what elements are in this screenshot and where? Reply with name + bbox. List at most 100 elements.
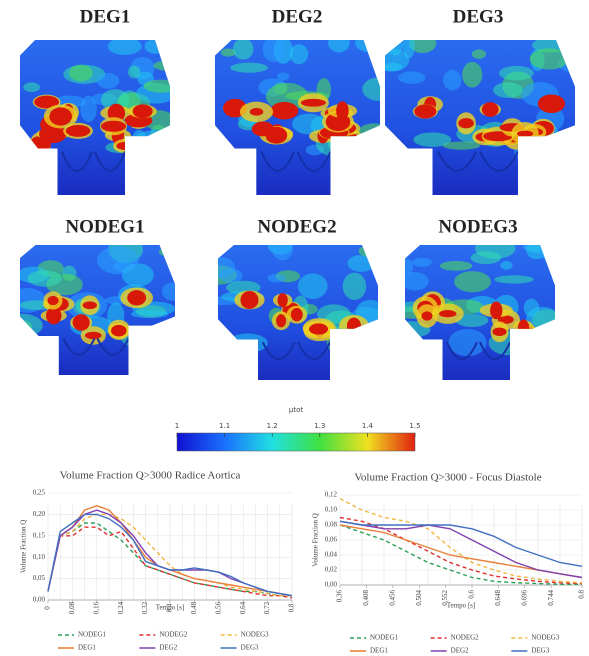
hot-spot: [276, 314, 286, 327]
field-blob: [277, 72, 289, 80]
field-blob: [216, 335, 231, 345]
y-axis-title: Volume Fraction Q: [312, 513, 320, 567]
x-tick-label: 0,744: [547, 590, 555, 606]
x-tick-label: 0,456: [388, 590, 396, 606]
hot-spot: [421, 311, 432, 320]
field-blob: [500, 261, 512, 270]
hot-spot: [66, 125, 91, 137]
field-blob: [357, 123, 390, 142]
colorbar-tick-label: 1.2: [267, 422, 278, 430]
x-axis-title: Tempo [s]: [156, 604, 184, 612]
colorbar-tick-label: 1.3: [314, 422, 325, 430]
legend-label: NODEG2: [451, 634, 479, 642]
hot-spot: [133, 104, 153, 118]
hot-spot: [144, 138, 159, 154]
y-tick-label: 0,05: [33, 574, 46, 582]
x-tick-label: 0,64: [239, 601, 247, 614]
field-blob: [470, 251, 501, 264]
field-blob: [530, 48, 569, 69]
field-blob: [514, 142, 549, 162]
panel-title: DEG1: [80, 6, 131, 27]
simulation-image: [373, 34, 589, 195]
x-tick-label: 0,72: [263, 601, 271, 614]
field-blob: [162, 282, 183, 300]
hot-spot: [458, 118, 473, 128]
field-blob: [298, 273, 328, 299]
hot-spot: [240, 291, 258, 309]
hot-spot: [250, 108, 264, 116]
x-tick-label: 0,504: [415, 590, 423, 606]
field-blob: [540, 236, 556, 261]
chart-title: Volume Fraction Q>3000 Radice Aortica: [60, 470, 241, 482]
hot-spot: [482, 102, 499, 117]
hot-spot: [73, 314, 90, 331]
y-tick-label: 0,00: [325, 581, 338, 589]
field-blob: [108, 38, 142, 55]
field-blob: [340, 140, 357, 167]
colorbar-tick-label: 1.1: [219, 422, 230, 430]
y-tick-label: 0,10: [325, 506, 338, 514]
hot-spot: [490, 302, 502, 320]
field-blob: [2, 314, 43, 337]
hot-spot: [414, 104, 436, 118]
hot-spot: [252, 122, 274, 137]
y-tick-label: 0,15: [33, 531, 46, 539]
y-tick-label: 0,00: [33, 596, 46, 604]
panel-title: DEG3: [453, 6, 504, 27]
field-blob: [330, 136, 371, 158]
field-blob: [128, 66, 140, 79]
x-tick-label: 0: [44, 606, 52, 610]
colorbar-label: μtot: [289, 406, 303, 414]
y-tick-label: 0,08: [325, 521, 338, 529]
field-blob: [328, 34, 350, 53]
field-blob: [472, 49, 486, 59]
colorbar-tick-label: 1: [175, 422, 179, 430]
hot-spot: [301, 99, 326, 107]
simulation-image: [201, 238, 385, 380]
field-blob: [524, 299, 540, 317]
halo: [136, 138, 166, 155]
field-blob: [355, 33, 391, 53]
x-tick-label: 0,8: [578, 590, 586, 599]
legend-label: DEG2: [159, 644, 177, 652]
hot-spot: [493, 328, 507, 337]
colorbar-tick-label: 1.5: [409, 422, 420, 430]
field-blob: [144, 80, 179, 93]
simulation-image: [215, 33, 396, 195]
hot-spot: [309, 323, 328, 334]
hot-spot: [127, 290, 146, 305]
field-blob: [412, 258, 432, 267]
hot-spot: [111, 325, 126, 337]
field-blob: [400, 258, 413, 275]
hot-spot: [291, 308, 303, 321]
legend-label: DEG1: [370, 647, 388, 655]
field-blob: [454, 271, 491, 292]
panel-title: NODEG2: [257, 216, 336, 237]
field-blob: [131, 310, 168, 318]
x-tick-label: 0,56: [214, 601, 222, 614]
hot-spot: [116, 142, 135, 150]
y-tick-label: 0,10: [33, 553, 46, 561]
field-blob: [97, 73, 120, 89]
field-blob: [9, 141, 30, 153]
field-blob: [494, 275, 533, 283]
y-tick-label: 0,06: [325, 536, 338, 544]
x-tick-label: 0,24: [117, 601, 125, 614]
x-tick-label: 0,696: [520, 590, 528, 606]
y-tick-label: 0,12: [325, 491, 338, 499]
field-blob: [133, 130, 173, 156]
field-blob: [443, 70, 461, 91]
field-blob: [462, 62, 482, 88]
field-blob: [542, 134, 585, 148]
hot-spot: [538, 94, 565, 113]
field-blob: [263, 36, 286, 62]
field-blob: [398, 71, 425, 84]
field-blob: [384, 63, 402, 71]
field-blob: [559, 40, 573, 53]
legend-label: DEG1: [78, 644, 96, 652]
x-tick-label: 0,408: [362, 590, 370, 606]
x-axis-title: Tempo [s]: [447, 602, 475, 610]
hot-spot: [518, 320, 529, 338]
legend-label: NODEG1: [78, 631, 106, 639]
x-tick-label: 0,8: [288, 603, 296, 612]
